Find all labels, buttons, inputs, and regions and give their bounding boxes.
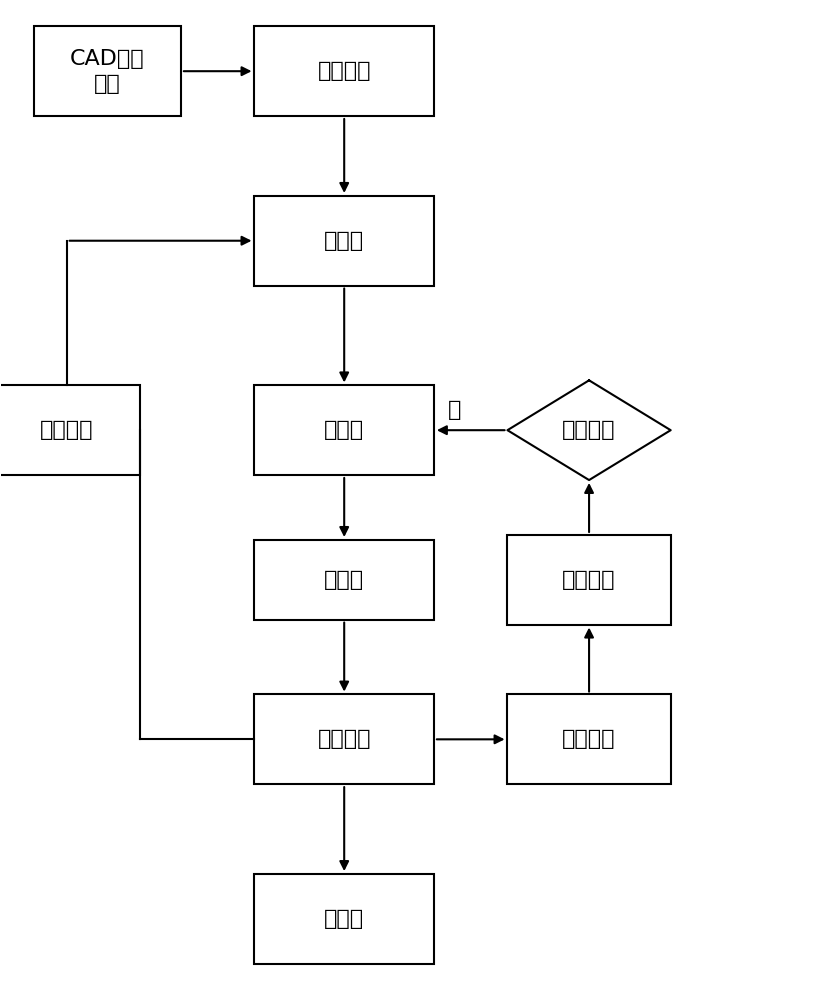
Text: CAD模型
绘制: CAD模型 绘制: [70, 49, 145, 94]
Text: 控制柜: 控制柜: [324, 420, 364, 440]
Text: 否: 否: [448, 400, 461, 420]
FancyBboxPatch shape: [34, 26, 181, 116]
FancyBboxPatch shape: [255, 196, 434, 286]
FancyBboxPatch shape: [0, 385, 140, 475]
FancyBboxPatch shape: [508, 694, 671, 784]
Text: 温度采集: 温度采集: [40, 420, 93, 440]
FancyBboxPatch shape: [255, 26, 434, 116]
Text: 机械臂: 机械臂: [324, 570, 364, 590]
FancyBboxPatch shape: [508, 535, 671, 625]
FancyBboxPatch shape: [255, 540, 434, 620]
FancyBboxPatch shape: [255, 694, 434, 784]
Text: 是否满足: 是否满足: [563, 420, 616, 440]
Text: 计算机: 计算机: [324, 231, 364, 251]
FancyBboxPatch shape: [255, 385, 434, 475]
Text: 图像采集: 图像采集: [563, 729, 616, 749]
Text: 图像处理: 图像处理: [563, 570, 616, 590]
Text: 目标物体: 目标物体: [318, 729, 371, 749]
FancyBboxPatch shape: [255, 874, 434, 964]
Text: 路径规划: 路径规划: [318, 61, 371, 81]
Text: 成形件: 成形件: [324, 909, 364, 929]
